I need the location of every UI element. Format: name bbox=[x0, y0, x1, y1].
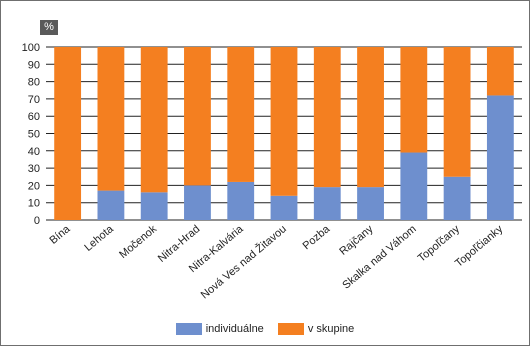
x-tick-label: Skalka nad Váhom bbox=[340, 223, 418, 292]
bar-segment-v-skupine bbox=[486, 47, 514, 96]
bar-segment-v-skupine bbox=[140, 47, 168, 193]
bar-segment-individualne bbox=[97, 190, 125, 220]
y-tick-label: 80 bbox=[28, 77, 40, 89]
y-tick-label: 50 bbox=[28, 129, 40, 141]
legend-label: v skupine bbox=[307, 323, 355, 335]
bar-segment-v-skupine bbox=[357, 47, 384, 188]
y-tick-label: 10 bbox=[28, 198, 40, 210]
y-tick-label: 0 bbox=[34, 215, 40, 227]
bar-segment-v-skupine bbox=[270, 47, 298, 196]
legend-item: v skupine bbox=[277, 323, 355, 335]
legend-item: individuálne bbox=[175, 323, 264, 335]
bar-segment-individualne bbox=[486, 95, 514, 220]
bar-segment-individualne bbox=[443, 176, 471, 220]
legend: individuálne v skupine bbox=[1, 323, 529, 335]
x-tick-label: Lehota bbox=[82, 223, 116, 254]
y-tick-label: 70 bbox=[28, 94, 40, 106]
bar-segment-v-skupine bbox=[184, 47, 211, 186]
x-tick-label: Nová Ves nad Žitavou bbox=[198, 222, 289, 301]
x-tick-label: Bína bbox=[48, 223, 74, 247]
y-tick-label: 90 bbox=[28, 59, 40, 71]
bar-segment-individualne bbox=[270, 195, 298, 220]
bar-segment-individualne bbox=[227, 181, 255, 220]
bar-segment-individualne bbox=[184, 185, 211, 220]
bar-segment-v-skupine bbox=[313, 47, 341, 188]
legend-label: individuálne bbox=[205, 323, 264, 335]
x-tick-label: Topoľčianky bbox=[453, 223, 506, 270]
unit-label: % bbox=[40, 20, 58, 35]
y-tick-label: 20 bbox=[28, 180, 40, 192]
bar-segment-v-skupine bbox=[54, 47, 82, 220]
y-tick-label: 100 bbox=[22, 42, 40, 54]
y-tick-label: 40 bbox=[28, 146, 40, 158]
bar-segment-individualne bbox=[400, 152, 428, 220]
bar-segment-individualne bbox=[140, 192, 168, 220]
bar-segment-individualne bbox=[357, 187, 384, 220]
x-tick-label: Rajčany bbox=[337, 223, 376, 258]
legend-swatch bbox=[175, 323, 202, 335]
bar-segment-v-skupine bbox=[443, 47, 471, 177]
y-tick-label: 30 bbox=[28, 163, 40, 175]
bar-segment-v-skupine bbox=[400, 47, 428, 153]
y-tick-label: 60 bbox=[28, 111, 40, 123]
x-tick-label: Močenok bbox=[117, 223, 159, 261]
bar-segment-v-skupine bbox=[227, 47, 255, 182]
legend-swatch bbox=[277, 323, 304, 335]
bar-segment-individualne bbox=[313, 187, 341, 220]
x-tick-label: Pozba bbox=[301, 223, 333, 253]
bar-segment-v-skupine bbox=[97, 47, 125, 191]
